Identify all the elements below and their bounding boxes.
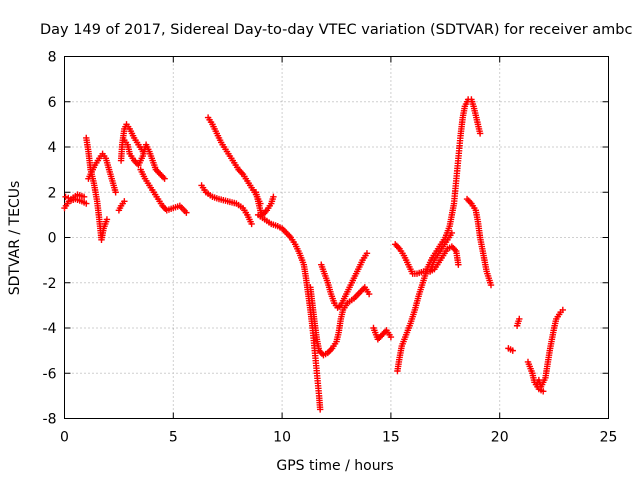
data-point (516, 315, 523, 323)
data-point (455, 261, 462, 268)
axis-ticks: 0 5 10 15 20 25 -8 -6 -4 -2 0 2 4 6 8 (43, 50, 618, 446)
data-point (103, 216, 111, 223)
data-point (248, 220, 255, 228)
y-tick-label: 8 (48, 50, 57, 66)
y-tick-label: 2 (48, 185, 57, 201)
data-point (476, 130, 484, 137)
y-tick-label: 4 (48, 140, 57, 156)
data-point (448, 229, 456, 237)
x-tick-label: 0 (60, 430, 69, 446)
data-point (270, 193, 277, 200)
data-point (83, 200, 90, 207)
x-tick-label: 10 (273, 430, 291, 446)
x-tick-label: 20 (491, 430, 509, 446)
data-points (61, 96, 567, 413)
data-point (161, 175, 168, 182)
x-tick-label: 5 (169, 430, 178, 446)
x-tick-label: 15 (382, 430, 400, 446)
data-point (121, 198, 128, 205)
y-tick-label: -6 (43, 366, 57, 382)
data-point (540, 388, 547, 395)
chart-title: Day 149 of 2017, Sidereal Day-to-day VTE… (40, 22, 632, 38)
y-tick-label: -8 (43, 412, 57, 428)
data-point (387, 333, 395, 341)
y-tick-label: 6 (48, 95, 57, 111)
data-point (183, 209, 190, 216)
y-axis-label: SDTVAR / TECUs (7, 181, 23, 296)
y-tick-label: -2 (43, 276, 57, 292)
y-tick-label: 0 (48, 231, 57, 247)
data-point (487, 281, 495, 289)
data-point (365, 290, 373, 298)
data-point (112, 189, 119, 196)
data-point (316, 406, 324, 413)
data-point (80, 193, 88, 200)
data-point (363, 250, 371, 257)
y-tick-label: -4 (43, 321, 57, 337)
x-tick-label: 25 (600, 430, 618, 446)
data-point (559, 306, 567, 314)
data-point (509, 347, 516, 354)
x-axis-label: GPS time / hours (276, 458, 393, 474)
